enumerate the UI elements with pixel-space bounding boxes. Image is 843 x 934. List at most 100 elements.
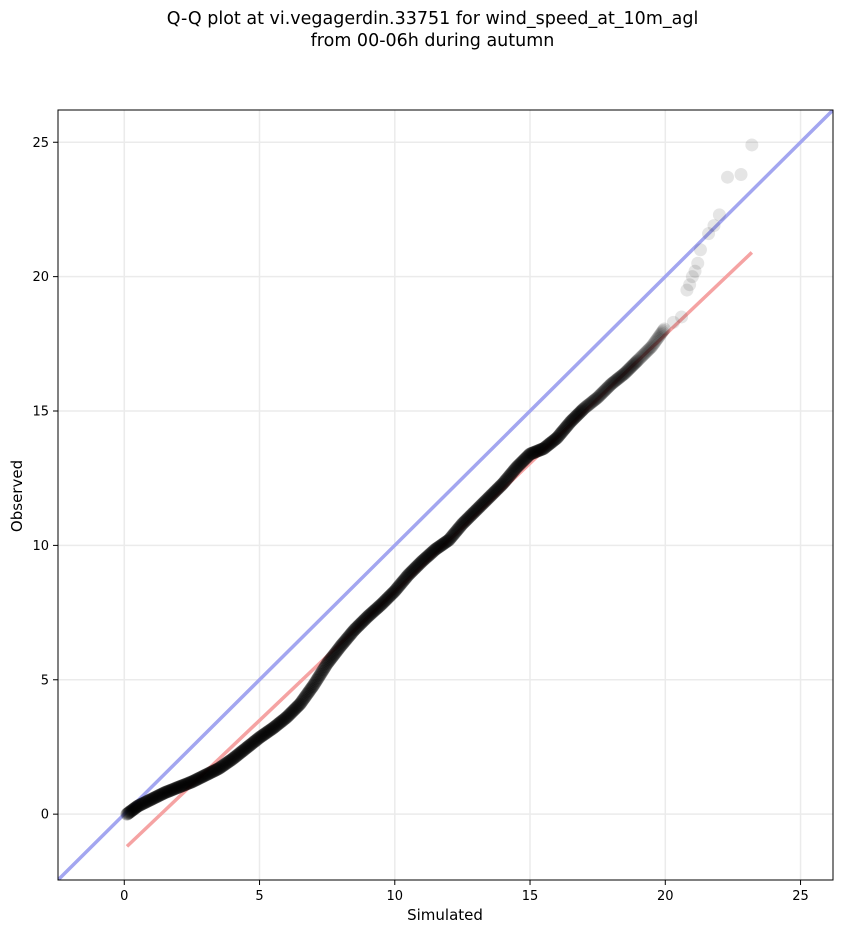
data-point <box>453 520 467 534</box>
data-point <box>228 750 242 764</box>
data-point <box>357 613 371 627</box>
data-point <box>366 605 380 619</box>
data-point <box>590 391 604 405</box>
data-point <box>508 463 522 477</box>
data-point <box>350 620 364 634</box>
data-point <box>522 448 536 462</box>
data-point <box>223 754 237 768</box>
data-point <box>217 758 231 772</box>
data-point <box>189 773 203 787</box>
data-point <box>356 614 370 628</box>
data-point <box>259 726 273 740</box>
data-point <box>558 422 572 436</box>
data-point <box>462 510 476 524</box>
data-point <box>474 499 488 513</box>
data-point <box>691 256 705 270</box>
data-point <box>246 736 260 750</box>
data-point <box>354 616 368 630</box>
data-point <box>386 586 400 600</box>
data-point <box>222 755 236 769</box>
chart-title-line1: Q-Q plot at vi.vegagerdin.33751 for wind… <box>166 9 699 29</box>
data-point <box>286 704 300 718</box>
data-point <box>461 511 475 525</box>
data-point <box>425 545 439 559</box>
data-point <box>656 323 670 337</box>
data-point <box>297 692 311 706</box>
data-point <box>200 767 214 781</box>
data-point <box>244 737 258 751</box>
data-point <box>385 587 399 601</box>
data-point <box>224 753 238 767</box>
data-point <box>506 465 520 479</box>
data-point <box>157 786 171 800</box>
data-point <box>220 756 234 770</box>
plot-frame <box>57 109 834 881</box>
data-point <box>650 333 664 347</box>
data-point <box>136 797 150 811</box>
data-point <box>363 608 377 622</box>
data-point <box>529 445 543 459</box>
data-point <box>148 790 162 804</box>
data-point <box>424 547 438 561</box>
data-point <box>419 551 433 565</box>
data-point <box>554 426 568 440</box>
data-point <box>617 367 631 381</box>
data-point <box>206 764 220 778</box>
data-point <box>707 219 721 233</box>
data-point <box>180 777 194 791</box>
data-point <box>349 621 363 635</box>
data-point <box>230 748 244 762</box>
data-point <box>238 742 252 756</box>
data-point <box>188 773 202 787</box>
data-point <box>666 315 680 329</box>
data-point <box>683 278 697 292</box>
data-point <box>360 611 374 625</box>
data-point <box>293 697 307 711</box>
data-point <box>598 383 612 397</box>
data-point <box>580 399 594 413</box>
data-point <box>140 794 154 808</box>
data-point <box>389 583 403 597</box>
data-point <box>546 434 560 448</box>
data-point <box>609 373 623 387</box>
data-point <box>420 550 434 564</box>
data-point <box>675 310 689 324</box>
data-point <box>503 469 517 483</box>
data-point <box>505 466 519 480</box>
data-point <box>170 781 184 795</box>
data-point <box>734 168 748 182</box>
data-point <box>201 767 215 781</box>
data-point <box>176 778 190 792</box>
data-point <box>528 445 542 459</box>
data-point <box>144 792 158 806</box>
data-point <box>322 654 336 668</box>
data-point <box>548 432 562 446</box>
data-point <box>595 387 609 401</box>
data-point <box>702 227 716 241</box>
x-axis-label: Simulated <box>407 906 483 924</box>
data-point <box>556 424 570 438</box>
data-point <box>146 791 160 805</box>
data-point <box>543 436 557 450</box>
data-point <box>137 796 151 810</box>
data-point <box>226 751 240 765</box>
data-point <box>594 388 608 402</box>
data-point <box>257 727 271 741</box>
data-point <box>653 327 667 341</box>
data-point <box>712 208 726 222</box>
x-tick-label: 5 <box>255 889 263 904</box>
data-point <box>377 595 391 609</box>
data-point <box>202 766 216 780</box>
data-point <box>122 805 136 819</box>
data-point <box>615 369 629 383</box>
data-point <box>229 749 243 763</box>
y-tick-label: 15 <box>32 405 49 420</box>
data-point <box>326 649 340 663</box>
data-point <box>239 741 253 755</box>
data-point <box>397 573 411 587</box>
data-point <box>340 631 354 645</box>
data-point <box>479 494 493 508</box>
data-point <box>632 352 646 366</box>
data-point <box>290 700 304 714</box>
data-point <box>370 601 384 615</box>
